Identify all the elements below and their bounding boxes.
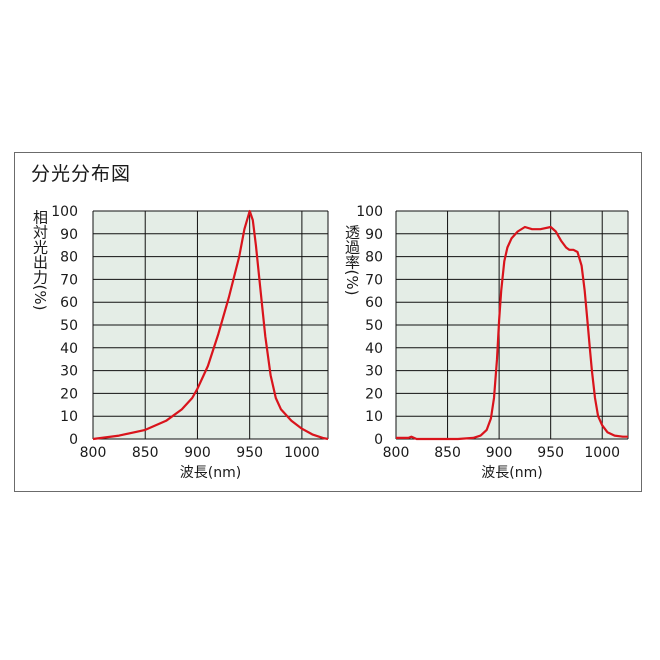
x-axis-label: 波長(nm) bbox=[180, 465, 241, 481]
y-tick-label: 10 bbox=[365, 409, 383, 425]
x-tick-label: 850 bbox=[132, 445, 159, 461]
y-tick-label: 0 bbox=[374, 432, 383, 448]
y-tick-label: 90 bbox=[60, 227, 78, 243]
x-tick-label: 1000 bbox=[584, 445, 620, 461]
y-tick-label: 30 bbox=[365, 364, 383, 380]
x-tick-label: 850 bbox=[434, 445, 461, 461]
panel-title: 分光分布図 bbox=[31, 163, 132, 185]
y-tick-label: 60 bbox=[365, 295, 383, 311]
x-tick-label: 950 bbox=[236, 445, 263, 461]
y-tick-label: 0 bbox=[69, 432, 78, 448]
x-axis-label: 波長(nm) bbox=[481, 465, 542, 481]
x-tick-label: 800 bbox=[80, 445, 107, 461]
y-tick-label: 50 bbox=[365, 318, 383, 334]
x-tick-label: 900 bbox=[184, 445, 211, 461]
chart-transmittance: 0 10 20 30 40 50 60 70 80 90 100 800 850 900 950 1000 波長… bbox=[343, 204, 629, 481]
series-line bbox=[92, 209, 329, 441]
y-tick-label: 20 bbox=[365, 386, 383, 402]
x-tick-label: 800 bbox=[383, 445, 410, 461]
y-tick-label: 30 bbox=[60, 364, 78, 380]
y-tick-label: 90 bbox=[365, 227, 383, 243]
y-tick-label: 60 bbox=[60, 295, 78, 311]
chart-relative-output: 0 10 20 30 40 50 60 70 80 90 100 800 850 900 950 1000 波長… bbox=[31, 204, 329, 481]
y-axis-label: 相対光出力(%) bbox=[31, 210, 49, 311]
series-line bbox=[396, 225, 628, 441]
y-tick-label: 70 bbox=[60, 272, 78, 288]
x-tick-label: 900 bbox=[486, 445, 513, 461]
y-tick-label: 80 bbox=[60, 250, 78, 266]
y-tick-label: 50 bbox=[60, 318, 78, 334]
y-tick-label: 10 bbox=[60, 409, 78, 425]
x-tick-label: 950 bbox=[537, 445, 564, 461]
y-tick-label: 100 bbox=[51, 204, 78, 220]
y-tick-label: 40 bbox=[60, 341, 78, 357]
y-tick-label: 40 bbox=[365, 341, 383, 357]
y-tick-label: 100 bbox=[356, 204, 383, 220]
y-tick-label: 20 bbox=[60, 386, 78, 402]
x-tick-label: 1000 bbox=[284, 445, 320, 461]
y-axis-label: 透過率(%) bbox=[343, 225, 361, 296]
y-tick-label: 70 bbox=[365, 272, 383, 288]
y-tick-label: 80 bbox=[365, 250, 383, 266]
